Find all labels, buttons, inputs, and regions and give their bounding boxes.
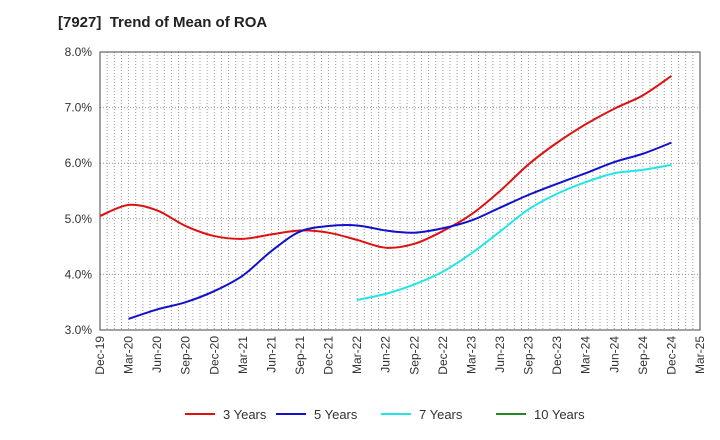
x-tick-label: Sep-23 xyxy=(522,336,536,375)
y-tick-label: 5.0% xyxy=(65,212,93,226)
x-tick-label: Mar-25 xyxy=(693,336,707,374)
x-tick-label: Sep-21 xyxy=(293,336,307,375)
series-line-3-years xyxy=(99,75,672,249)
series-line-5-years xyxy=(128,141,672,320)
x-tick-label: Dec-24 xyxy=(664,336,678,375)
y-tick-label: 8.0% xyxy=(65,45,93,59)
x-tick-label: Mar-21 xyxy=(236,336,250,374)
x-tick-label: Mar-22 xyxy=(350,336,364,374)
x-axis-ticks: Dec-19 Mar-20 Jun-20 Sep-20 Dec-20 Mar-21 Jun-… xyxy=(93,336,707,375)
legend-label-7-years: 7 Years xyxy=(419,407,463,422)
legend: 3 Years 5 Years 7 Years 10 Years xyxy=(185,407,585,422)
legend-label-10-years: 10 Years xyxy=(534,407,585,422)
legend-label-3-years: 3 Years xyxy=(223,407,267,422)
x-tick-label: Sep-24 xyxy=(636,336,650,375)
x-tick-label: Sep-20 xyxy=(179,336,193,375)
x-tick-label: Mar-23 xyxy=(464,336,478,374)
y-axis-ticks: 3.0% 4.0% 5.0% 6.0% 7.0% 8.0% xyxy=(65,45,93,337)
x-tick-label: Jun-23 xyxy=(493,336,507,373)
grid-lines xyxy=(100,52,700,330)
x-tick-label: Jun-20 xyxy=(150,336,164,373)
x-tick-label: Jun-24 xyxy=(607,336,621,373)
series-layer xyxy=(99,75,672,320)
y-tick-label: 4.0% xyxy=(65,267,93,281)
x-tick-label: Dec-23 xyxy=(550,336,564,375)
x-tick-label: Dec-22 xyxy=(436,336,450,375)
x-tick-label: Dec-21 xyxy=(322,336,336,375)
x-tick-label: Jun-22 xyxy=(379,336,393,373)
series-line-7-years xyxy=(356,163,672,301)
plot-area-border xyxy=(99,51,701,331)
x-tick-label: Dec-19 xyxy=(93,336,107,375)
legend-label-5-years: 5 Years xyxy=(314,407,358,422)
x-tick-label: Mar-20 xyxy=(122,336,136,374)
x-tick-label: Dec-20 xyxy=(207,336,221,375)
chart-title: [7927] Trend of Mean of ROA xyxy=(58,14,268,31)
x-tick-label: Mar-24 xyxy=(579,336,593,374)
y-tick-label: 7.0% xyxy=(65,101,93,115)
y-tick-label: 3.0% xyxy=(65,323,93,337)
x-tick-label: Sep-22 xyxy=(407,336,421,375)
y-tick-label: 6.0% xyxy=(65,156,93,170)
x-tick-label: Jun-21 xyxy=(264,336,278,373)
